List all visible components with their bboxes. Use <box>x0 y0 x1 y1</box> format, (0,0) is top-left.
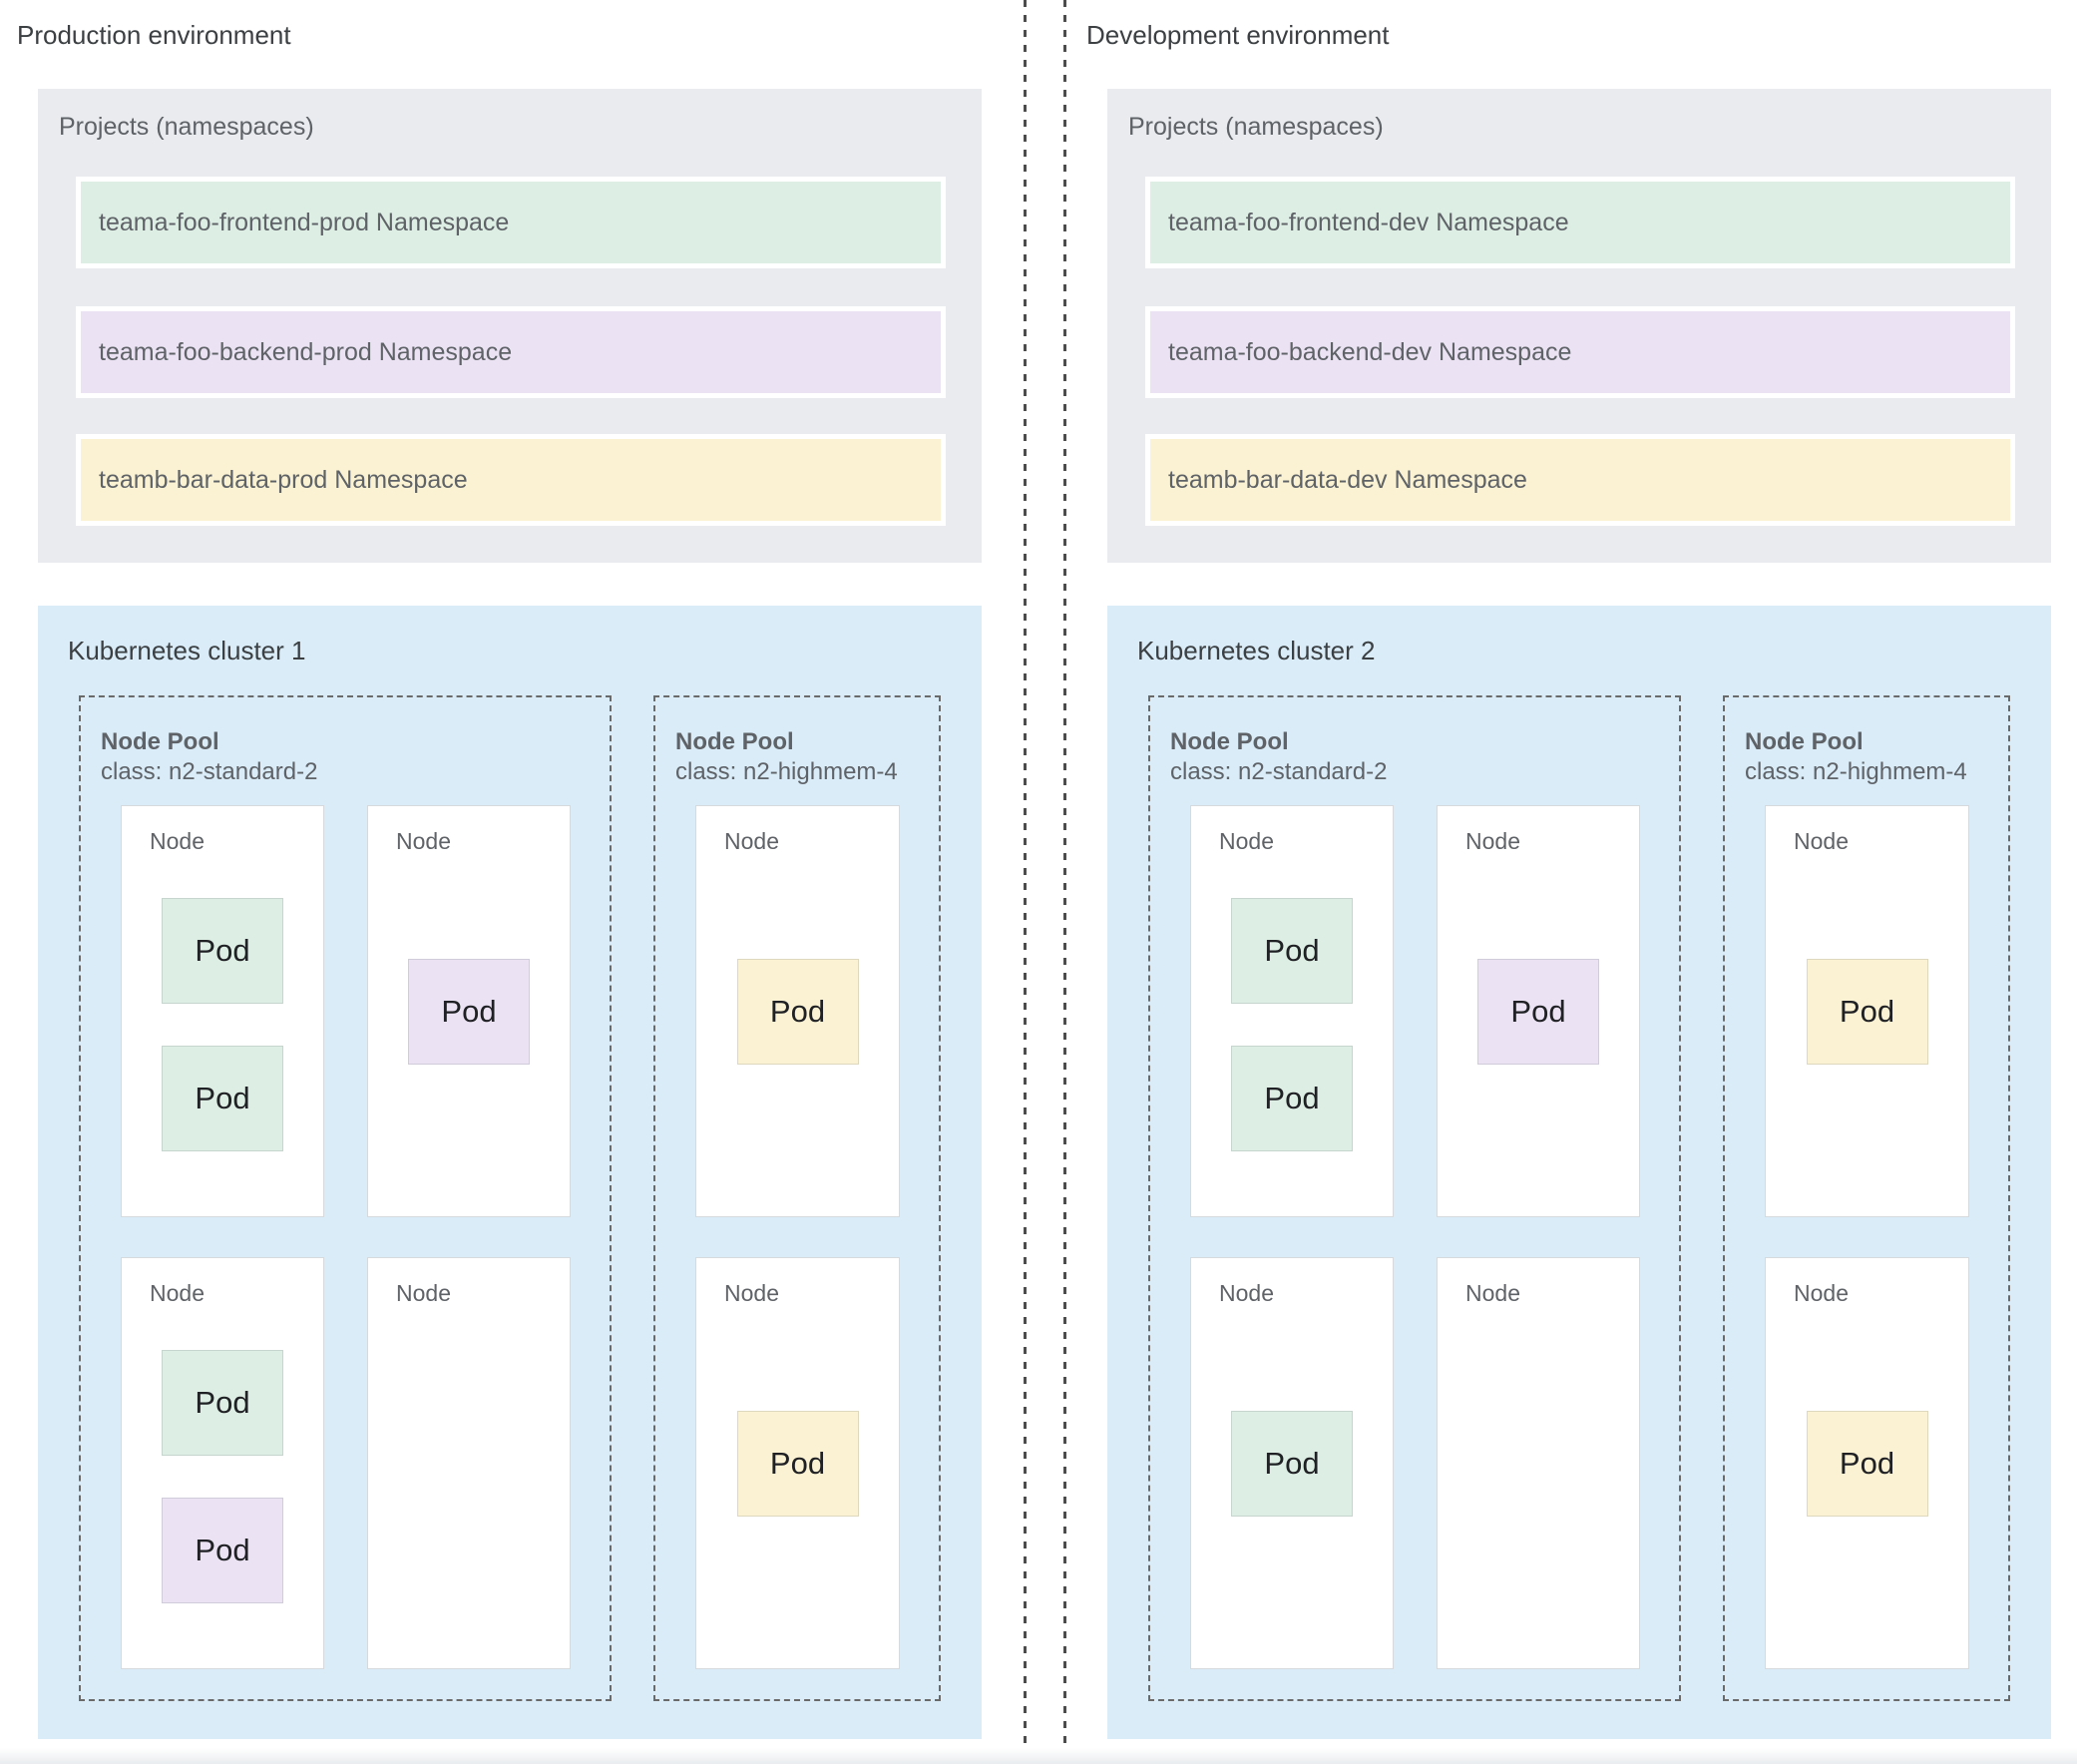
environment-title: Development environment <box>1086 20 1390 50</box>
namespace-bar: teama-foo-frontend-dev Namespace <box>1145 177 2015 268</box>
projects-box-title: Projects (namespaces) <box>59 113 314 141</box>
node-pool-name: Node Pool <box>1170 728 1289 755</box>
node-pool-name: Node Pool <box>675 728 794 755</box>
pod: Pod <box>1231 1046 1353 1151</box>
pod: Pod <box>162 1350 283 1456</box>
namespace-bar: teama-foo-backend-dev Namespace <box>1145 306 2015 398</box>
node: Node Pod <box>1190 1257 1394 1669</box>
namespace-label: teama-foo-frontend-dev Namespace <box>1168 208 1569 236</box>
node-pool-class: class: n2-standard-2 <box>101 758 318 785</box>
node-empty: Node <box>367 1257 571 1669</box>
node-pool-class: class: n2-highmem-4 <box>1745 758 1967 785</box>
pod: Pod <box>408 958 530 1065</box>
node-pool-class: class: n2-standard-2 <box>1170 758 1388 785</box>
cluster-title: Kubernetes cluster 2 <box>1137 636 1376 665</box>
namespace-label: teama-foo-backend-prod Namespace <box>99 337 513 366</box>
node: Node Pod <box>695 805 900 1217</box>
node-pool-title: Node Pool class: n2-standard-2 <box>101 727 317 787</box>
node-grid: Node Pod Pod Node <box>1190 805 1640 1669</box>
namespace-bar: teamb-bar-data-prod Namespace <box>76 434 946 526</box>
namespace-bar: teama-foo-frontend-prod Namespace <box>76 177 946 268</box>
node-pool-highmem: Node Pool class: n2-highmem-4 Node Pod N… <box>1723 695 2010 1701</box>
kubernetes-cluster-box: Kubernetes cluster 1 Node Pool class: n2… <box>38 606 982 1739</box>
node-pool-name: Node Pool <box>101 728 219 755</box>
namespace-bar: teamb-bar-data-dev Namespace <box>1145 434 2015 526</box>
development-environment-column: Development environment Projects (namesp… <box>1069 0 2077 1764</box>
namespace-label: teamb-bar-data-dev Namespace <box>1168 465 1527 494</box>
pod: Pod <box>736 958 859 1065</box>
namespace-label: teamb-bar-data-prod Namespace <box>99 465 468 494</box>
node-pool-title: Node Pool class: n2-highmem-4 <box>675 727 898 787</box>
cluster-title: Kubernetes cluster 1 <box>68 636 306 665</box>
pod: Pod <box>1231 898 1353 1004</box>
node: Node Pod Pod <box>121 805 324 1217</box>
projects-box-title: Projects (namespaces) <box>1128 113 1384 141</box>
kubernetes-cluster-box: Kubernetes cluster 2 Node Pool class: n2… <box>1107 606 2051 1739</box>
canvas-bottom-edge <box>0 1748 2077 1764</box>
pod: Pod <box>736 1410 859 1517</box>
production-environment-column: Production environment Projects (namespa… <box>0 0 1008 1764</box>
pod: Pod <box>1477 958 1599 1065</box>
node-empty: Node <box>1437 1257 1640 1669</box>
environment-title: Production environment <box>17 20 291 50</box>
node-pool-title: Node Pool class: n2-standard-2 <box>1170 727 1387 787</box>
node-pool-name: Node Pool <box>1745 728 1864 755</box>
pod: Pod <box>1806 958 1928 1065</box>
pod: Pod <box>1231 1410 1353 1517</box>
node-pool-class: class: n2-highmem-4 <box>675 758 898 785</box>
namespace-label: teama-foo-frontend-prod Namespace <box>99 208 510 236</box>
node-pool-title: Node Pool class: n2-highmem-4 <box>1745 727 1967 787</box>
environment-divider-line-left <box>1024 0 1027 1764</box>
node: Node Pod Pod <box>121 1257 324 1669</box>
pod: Pod <box>162 898 283 1004</box>
namespace-bar: teama-foo-backend-prod Namespace <box>76 306 946 398</box>
environment-divider-line-right <box>1063 0 1066 1764</box>
node-pool-highmem: Node Pool class: n2-highmem-4 Node Pod N… <box>653 695 941 1701</box>
node-pool-standard: Node Pool class: n2-standard-2 Node Pod … <box>79 695 612 1701</box>
node: Node Pod <box>1765 805 1969 1217</box>
node: Node Pod <box>695 1257 900 1669</box>
pod: Pod <box>1806 1410 1928 1517</box>
namespace-label: teama-foo-backend-dev Namespace <box>1168 337 1572 366</box>
node-pool-standard: Node Pool class: n2-standard-2 Node Pod … <box>1148 695 1681 1701</box>
node: Node Pod <box>1765 1257 1969 1669</box>
pod: Pod <box>162 1498 283 1603</box>
pod: Pod <box>162 1046 283 1151</box>
node: Node Pod <box>1437 805 1640 1217</box>
node: Node Pod <box>367 805 571 1217</box>
node: Node Pod Pod <box>1190 805 1394 1217</box>
node-grid: Node Pod Node Pod <box>695 805 900 1669</box>
projects-namespaces-box: Projects (namespaces) teama-foo-frontend… <box>38 89 982 563</box>
node-grid: Node Pod Pod Node <box>121 805 571 1669</box>
projects-namespaces-box: Projects (namespaces) teama-foo-frontend… <box>1107 89 2051 563</box>
node-grid: Node Pod Node Pod <box>1765 805 1969 1669</box>
